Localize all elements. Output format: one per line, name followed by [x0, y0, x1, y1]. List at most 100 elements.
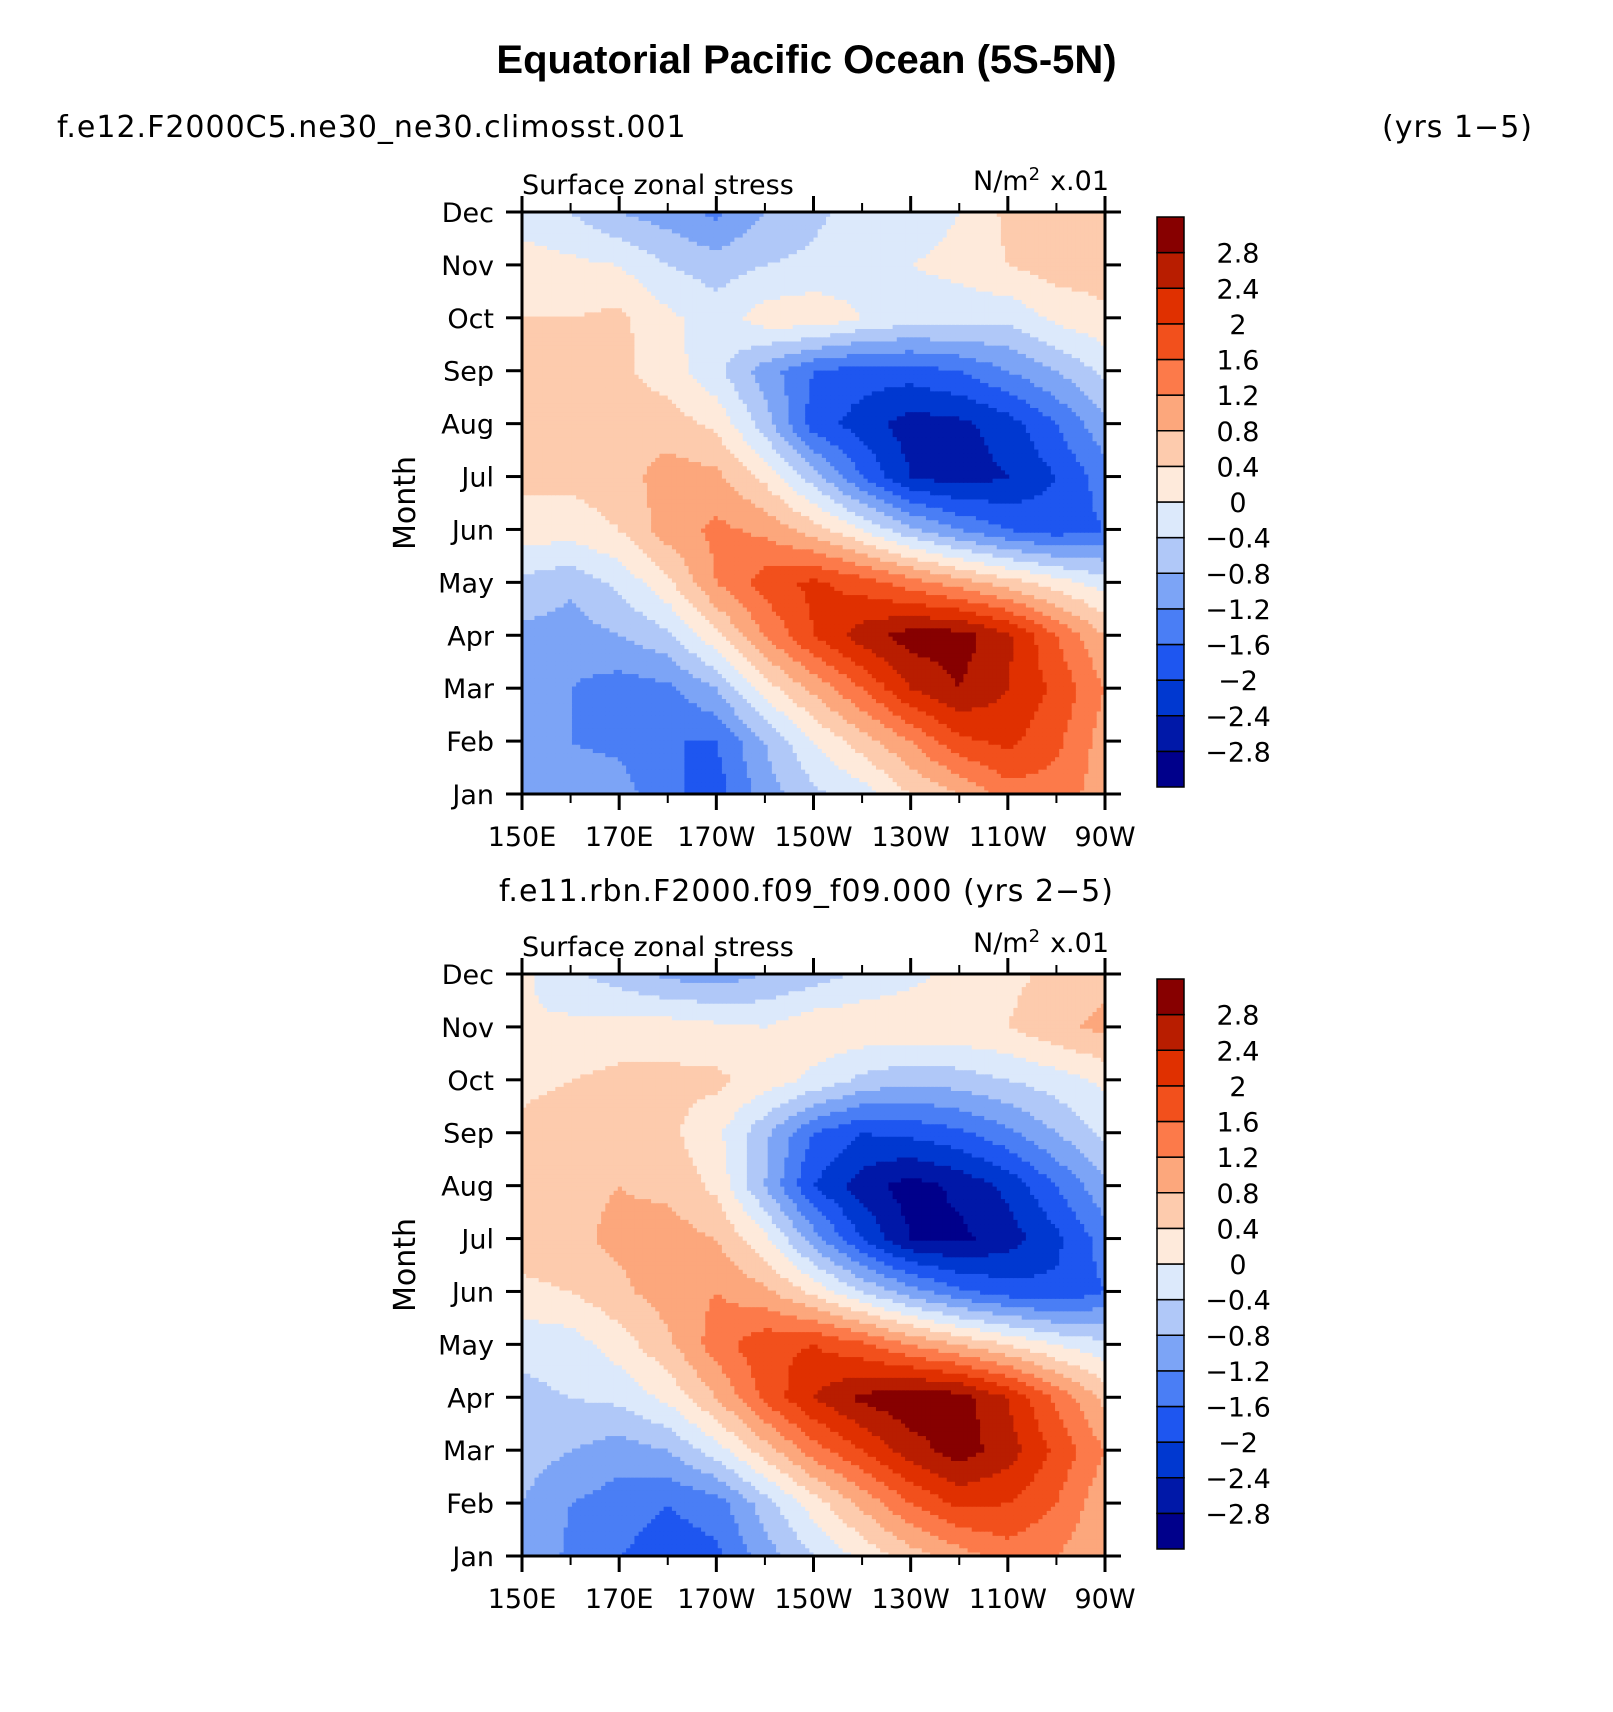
contour-cell — [709, 710, 715, 716]
contour-cell — [538, 727, 544, 733]
contour-cell — [717, 769, 723, 774]
contour-cell — [888, 677, 894, 683]
contour-cell — [713, 752, 719, 758]
contour-cell — [713, 656, 719, 662]
contour-cell — [921, 652, 927, 658]
contour-cell — [821, 731, 827, 737]
contour-cell — [605, 706, 611, 712]
contour-cell — [925, 652, 931, 658]
contour-cell — [963, 706, 969, 712]
contour-cell — [1075, 673, 1081, 679]
contour-cell — [909, 652, 915, 658]
contour-cell — [696, 748, 702, 754]
contour-cell — [842, 652, 848, 658]
contour-cell — [834, 669, 840, 675]
contour-cell — [950, 764, 956, 770]
contour-cell — [638, 752, 644, 758]
contour-cell — [630, 723, 636, 729]
contour-cell — [759, 739, 765, 745]
contour-cell — [805, 660, 810, 666]
contour-cell — [751, 748, 756, 754]
contour-cell — [1046, 685, 1052, 691]
contour-cell — [630, 681, 636, 687]
contour-cell — [867, 719, 873, 724]
contour-cell — [742, 719, 748, 724]
contour-cell — [863, 727, 869, 733]
contour-cell — [805, 673, 810, 679]
contour-cell — [759, 781, 765, 787]
contour-cell — [1017, 731, 1023, 737]
contour-cell — [871, 694, 877, 699]
contour-cell — [1017, 744, 1023, 749]
contour-cell — [751, 644, 756, 650]
contour-cell — [859, 723, 865, 729]
contour-cell — [1046, 727, 1052, 733]
contour-cell — [967, 698, 973, 704]
contour-cell — [805, 685, 810, 691]
contour-cell — [817, 702, 823, 708]
contour-cell — [1046, 715, 1052, 720]
contour-cell — [721, 673, 727, 679]
contour-cell — [1050, 715, 1056, 720]
contour-cell — [534, 710, 540, 716]
contour-cell — [530, 777, 536, 783]
contour-cell — [567, 789, 573, 795]
contour-cell — [838, 777, 844, 783]
contour-cell — [571, 781, 577, 787]
contour-cell — [634, 723, 640, 729]
contour-cell — [626, 785, 631, 791]
contour-cell — [1050, 673, 1056, 679]
contour-cell — [1080, 744, 1085, 749]
contour-cell — [751, 760, 756, 766]
contour-cell — [746, 764, 752, 770]
contour-cell — [1059, 781, 1064, 787]
contour-cell — [1100, 752, 1106, 758]
contour-cell — [651, 760, 656, 766]
contour-cell — [551, 735, 556, 741]
contour-cell — [771, 739, 777, 745]
contour-cell — [1046, 723, 1052, 729]
contour-cell — [801, 673, 806, 679]
contour-cell — [975, 735, 981, 741]
contour-cell — [1017, 752, 1023, 758]
contour-cell — [609, 769, 615, 774]
contour-cell — [955, 715, 960, 720]
contour-cell — [1009, 681, 1014, 687]
contour-cell — [1038, 673, 1044, 679]
contour-cell — [1080, 710, 1085, 716]
contour-cell — [846, 781, 852, 787]
contour-cell — [522, 723, 527, 729]
contour-cell — [796, 644, 802, 650]
contour-cell — [896, 769, 902, 774]
contour-cell — [1025, 735, 1031, 741]
contour-cell — [609, 719, 615, 724]
contour-cell — [576, 756, 581, 762]
contour-cell — [584, 723, 590, 729]
contour-cell — [900, 781, 906, 787]
contour-cell — [684, 731, 690, 737]
contour-cell — [721, 769, 727, 774]
contour-cell — [609, 723, 615, 729]
contour-cell — [576, 752, 581, 758]
contour-cell — [617, 710, 623, 716]
contour-cell — [917, 773, 923, 778]
contour-cell — [563, 769, 569, 774]
contour-cell — [934, 781, 940, 787]
contour-cell — [900, 715, 906, 720]
contour-cell — [709, 665, 715, 670]
contour-cell — [1013, 769, 1019, 774]
contour-cell — [742, 652, 748, 658]
contour-cell — [680, 752, 685, 758]
contour-cell — [717, 669, 723, 675]
contour-cell — [988, 731, 994, 737]
contour-cell — [576, 719, 581, 724]
contour-cell — [692, 681, 698, 687]
run-name-bottom: f.e11.rbn.F2000.f09_f09.000 (yrs 2−5) — [0, 874, 1613, 909]
contour-cell — [925, 719, 931, 724]
contour-cell — [742, 739, 748, 745]
contour-cell — [696, 731, 702, 737]
contour-cell — [696, 665, 702, 670]
contour-cell — [659, 698, 665, 704]
contour-cell — [1067, 669, 1073, 675]
contour-cell — [859, 760, 865, 766]
